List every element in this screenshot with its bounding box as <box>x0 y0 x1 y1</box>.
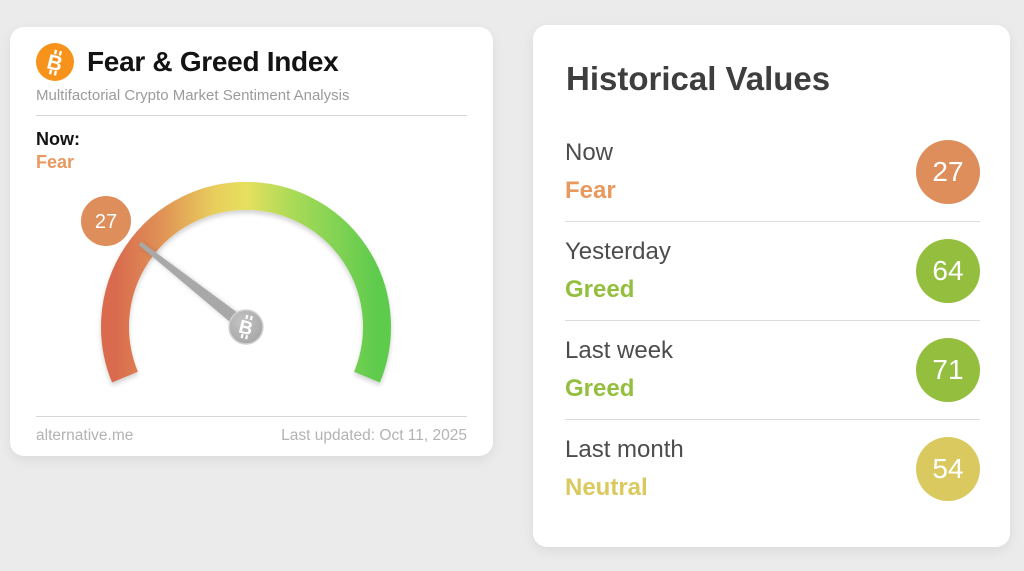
gauge-needle-group <box>138 241 251 333</box>
history-row-value-badge: 27 <box>916 140 980 204</box>
gauge-card-footer: alternative.me Last updated: Oct 11, 202… <box>36 416 467 445</box>
fear-greed-card: B Fear & Greed Index Multifactorial Cryp… <box>10 27 493 456</box>
history-row-label: Now <box>565 139 614 166</box>
gauge-card-subtitle: Multifactorial Crypto Market Sentiment A… <box>36 87 350 104</box>
gauge-value-text: 27 <box>95 211 117 233</box>
history-row-last-week: Last week Greed 71 <box>565 320 980 419</box>
header-divider <box>36 115 467 116</box>
history-row-now: Now Fear 27 <box>565 123 980 221</box>
history-row-sentiment: Neutral <box>565 474 648 501</box>
history-row-label: Last week <box>565 337 674 364</box>
history-row-sentiment: Greed <box>565 276 635 303</box>
gauge-card-title: Fear & Greed Index <box>87 46 339 77</box>
history-row-value-badge: 64 <box>916 239 980 303</box>
history-row-last-month: Last month Neutral 54 <box>565 419 980 518</box>
now-label: Now: <box>36 129 80 149</box>
gauge-hub-bitcoin-icon: B <box>236 314 255 341</box>
history-row-label: Last month <box>565 436 684 463</box>
now-sentiment: Fear <box>36 152 75 172</box>
bitcoin-icon: B <box>36 43 74 81</box>
last-updated-text: Last updated: Oct 11, 2025 <box>281 427 467 444</box>
history-row-sentiment: Fear <box>565 177 616 204</box>
history-row-value-badge: 71 <box>916 338 980 402</box>
gauge-needle <box>138 241 251 333</box>
gauge-arc <box>101 181 391 383</box>
svg-text:B: B <box>44 50 64 76</box>
history-title: Historical Values <box>566 60 831 97</box>
gauge-value-badge <box>81 196 131 246</box>
historical-values-card: Historical Values Now Fear 27 Yesterday … <box>533 25 1010 547</box>
gauge-card-header: B Fear & Greed Index <box>36 41 467 83</box>
gauge-hub <box>228 309 264 345</box>
footer-divider <box>36 416 467 417</box>
history-row-label: Yesterday <box>565 238 671 265</box>
source-link[interactable]: alternative.me <box>36 427 134 444</box>
svg-text:B: B <box>236 317 254 341</box>
history-rows: Now Fear 27 Yesterday Greed 64 Last week… <box>565 123 980 518</box>
history-row-value-badge: 54 <box>916 437 980 501</box>
history-row-yesterday: Yesterday Greed 64 <box>565 221 980 320</box>
history-row-sentiment: Greed <box>565 375 635 402</box>
gauge-chart: B 27 <box>81 181 391 383</box>
